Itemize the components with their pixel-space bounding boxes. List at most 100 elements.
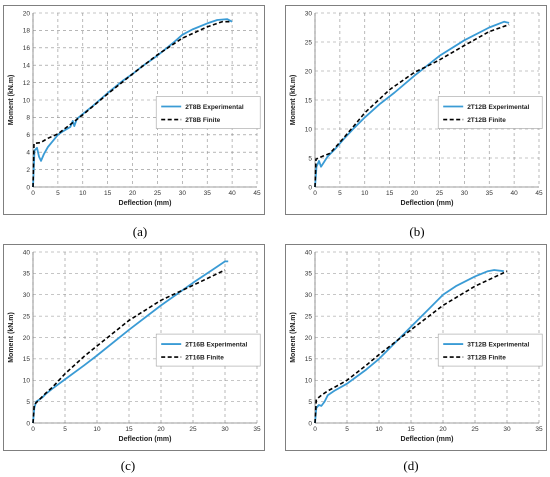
chart-panel-b: 0 5 10 15 20 25 30 35 40 45 0 5 10 15 20 25 30 Deflection… <box>285 5 547 215</box>
x-tick-label: 15 <box>407 426 415 433</box>
x-tick-label: 30 <box>461 190 469 197</box>
x-tick-label: 25 <box>471 426 479 433</box>
y-tick-label: 4 <box>26 150 30 157</box>
y-tick-label: 10 <box>23 378 31 385</box>
x-tick-label: 25 <box>189 426 197 433</box>
x-tick-label: 30 <box>221 426 229 433</box>
x-tick-label: 35 <box>486 190 494 197</box>
y-tick-label: 18 <box>23 28 31 35</box>
legend-label: 2T12B Experimental <box>467 104 529 111</box>
x-tick-label: 5 <box>338 190 342 197</box>
y-axis-label: Moment (kN.m) <box>8 312 15 363</box>
y-tick-label: 8 <box>26 115 30 122</box>
y-tick-label: 12 <box>23 80 31 87</box>
x-tick-label: 45 <box>253 190 261 197</box>
legend-label: 3T12B Finite <box>467 354 506 361</box>
x-tick-label: 10 <box>93 426 101 433</box>
y-tick-label: 40 <box>23 249 31 256</box>
y-tick-label: 15 <box>23 356 31 363</box>
x-tick-label: 30 <box>179 190 187 197</box>
x-tick-label: 45 <box>535 190 543 197</box>
y-tick-label: 0 <box>26 184 30 191</box>
x-tick-label: 35 <box>535 426 543 433</box>
legend-box <box>437 333 543 367</box>
x-tick-label: 20 <box>157 426 165 433</box>
chart-b: 0 5 10 15 20 25 30 35 40 45 0 5 10 15 20 25 30 Deflection… <box>285 5 547 215</box>
finite-series-line <box>32 20 230 188</box>
chart-panel-a: 0 5 10 15 20 25 30 35 40 45 0 2 4 6 8 10 12 14 16 18 20 Defle… <box>3 5 265 215</box>
x-tick-label: 35 <box>204 190 212 197</box>
legend-label: 2T16B Finite <box>185 354 224 361</box>
y-axis-label: Moment (kN.m) <box>290 75 297 126</box>
x-tick-label: 5 <box>345 426 349 433</box>
y-tick-label: 40 <box>305 249 313 256</box>
caption-d: (d) <box>403 458 419 473</box>
x-tick-label: 40 <box>228 190 236 197</box>
x-tick-label: 15 <box>104 190 112 197</box>
y-tick-label: 0 <box>26 420 30 427</box>
y-tick-label: 5 <box>308 399 312 406</box>
legend-box <box>155 96 261 129</box>
experimental-series-line <box>314 20 510 188</box>
y-axis-label: Moment (kN.m) <box>8 75 15 126</box>
x-tick-label: 20 <box>439 426 447 433</box>
x-tick-label: 25 <box>154 190 162 197</box>
x-axis-label: Deflection (mm) <box>401 436 454 443</box>
y-tick-label: 30 <box>23 292 31 299</box>
y-tick-label: 10 <box>305 126 313 133</box>
y-tick-label: 20 <box>23 10 31 17</box>
x-axis-label: Deflection (mm) <box>401 200 454 207</box>
y-tick-label: 30 <box>305 292 313 299</box>
x-tick-label: 35 <box>253 426 261 433</box>
y-tick-label: 5 <box>308 155 312 162</box>
x-tick-label: 10 <box>361 190 369 197</box>
y-tick-label: 14 <box>23 63 31 70</box>
y-tick-label: 25 <box>23 313 31 320</box>
legend-box <box>437 96 543 129</box>
finite-series-line <box>314 23 510 188</box>
x-tick-label: 15 <box>125 426 133 433</box>
legend-box <box>155 333 261 367</box>
x-axis-label: Deflection (mm) <box>119 200 172 207</box>
x-tick-label: 20 <box>411 190 419 197</box>
y-tick-label: 20 <box>305 335 313 342</box>
y-tick-label: 6 <box>26 132 30 139</box>
y-tick-label: 2 <box>26 167 30 174</box>
y-tick-label: 25 <box>305 313 313 320</box>
x-tick-label: 40 <box>510 190 518 197</box>
caption-a: (a) <box>132 224 148 239</box>
legend-label: 2T8B Finite <box>185 117 220 124</box>
legend-label: 3T12B Experimental <box>467 341 529 348</box>
legend-label: 2T16B Experimental <box>185 341 247 348</box>
x-tick-label: 15 <box>386 190 394 197</box>
finite-series-line <box>32 269 226 424</box>
x-tick-label: 30 <box>503 426 511 433</box>
x-axis-label: Deflection (mm) <box>119 436 172 443</box>
chart-panel-d: 0 5 10 15 20 25 30 35 0 5 10 15 20 25 30 35 40 Deflection… <box>285 244 547 451</box>
caption-c: (c) <box>120 458 136 473</box>
caption-b: (b) <box>409 224 425 239</box>
chart-c: 0 5 10 15 20 25 30 35 0 5 10 15 20 25 30 35 40 Deflection… <box>3 244 265 451</box>
y-tick-label: 15 <box>305 97 313 104</box>
x-tick-label: 20 <box>129 190 137 197</box>
x-tick-label: 10 <box>79 190 87 197</box>
chart-panel-c: 0 5 10 15 20 25 30 35 0 5 10 15 20 25 30 35 40 Deflection… <box>3 244 265 451</box>
x-tick-label: 5 <box>63 426 67 433</box>
x-tick-label: 0 <box>313 190 317 197</box>
y-tick-label: 20 <box>305 68 313 75</box>
y-tick-label: 25 <box>305 39 313 46</box>
y-tick-label: 35 <box>305 271 313 278</box>
x-tick-label: 10 <box>375 426 383 433</box>
x-tick-label: 0 <box>31 426 35 433</box>
chart-a: 0 5 10 15 20 25 30 35 40 45 0 2 4 6 8 10 12 14 16 18 20 Defle… <box>3 5 265 215</box>
x-tick-label: 25 <box>436 190 444 197</box>
y-tick-label: 5 <box>26 399 30 406</box>
chart-d: 0 5 10 15 20 25 30 35 0 5 10 15 20 25 30 35 40 Deflection… <box>285 244 547 451</box>
y-tick-label: 10 <box>23 97 31 104</box>
experimental-series-line <box>32 260 229 424</box>
y-tick-label: 16 <box>23 45 31 52</box>
y-tick-label: 0 <box>308 184 312 191</box>
experimental-series-line <box>314 269 504 424</box>
y-tick-label: 35 <box>23 271 31 278</box>
legend-label: 2T12B Finite <box>467 117 506 124</box>
